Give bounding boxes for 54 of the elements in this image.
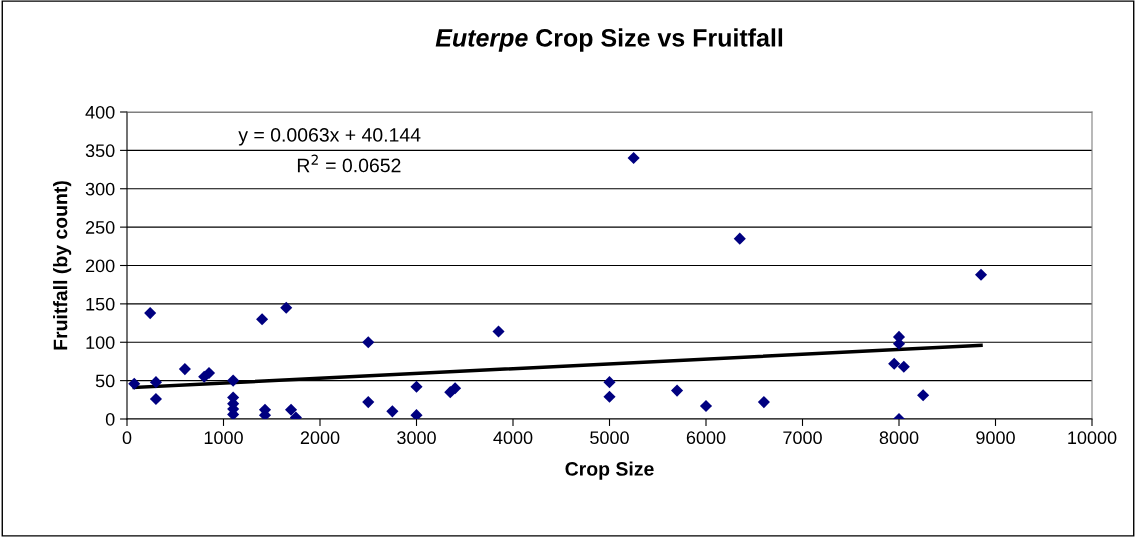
y-tick-label: 350 <box>85 144 115 158</box>
point <box>410 409 423 419</box>
y-tick-label: 300 <box>85 182 115 196</box>
x-tick-label: 10000 <box>1068 431 1117 445</box>
point <box>386 405 399 418</box>
annotation: R$^{2}$ = 0.0652 <box>297 154 401 173</box>
y-tick-label: 100 <box>86 336 115 349</box>
point <box>892 330 906 343</box>
point <box>603 376 616 389</box>
point <box>149 376 162 389</box>
x-tick-label: 4000 <box>493 431 533 445</box>
point <box>974 268 988 281</box>
y-tick-label: 400 <box>85 105 115 119</box>
point <box>227 374 240 387</box>
point <box>256 313 269 326</box>
x-tick-label: 8000 <box>879 431 919 445</box>
point <box>280 301 293 314</box>
y-tick-label: 0 <box>105 412 115 426</box>
point <box>178 363 191 376</box>
point <box>671 384 684 397</box>
y-tick-label: 50 <box>95 374 115 388</box>
y-tick-label: 200 <box>85 259 115 273</box>
point <box>888 357 901 370</box>
point <box>202 366 216 379</box>
x-tick-label: 0 <box>122 431 132 445</box>
chart-title: Euterpe Crop Size vs Fruitfall <box>435 28 783 52</box>
point <box>285 403 298 416</box>
x-tick-label: 7000 <box>783 431 822 445</box>
point <box>362 396 375 409</box>
y-tick-label: 250 <box>85 221 115 234</box>
annotation: y = 0.0063x + 40.144 <box>238 128 421 146</box>
point <box>699 399 713 413</box>
x-tick-label: 6000 <box>686 431 726 445</box>
point <box>362 336 375 349</box>
x-tick-label: 9000 <box>976 431 1015 445</box>
point <box>897 360 910 373</box>
y-tick-label: 150 <box>86 297 115 311</box>
point <box>128 377 141 390</box>
point <box>733 232 746 245</box>
point <box>449 382 462 395</box>
point <box>603 390 616 403</box>
point <box>410 380 423 393</box>
y-axis-title: Fruitfall (by count) <box>53 181 72 350</box>
point <box>492 325 505 338</box>
point <box>627 152 640 165</box>
x-axis-title: Crop Size <box>565 461 654 480</box>
point <box>144 307 157 320</box>
point <box>917 389 930 402</box>
x-tick-label: 2000 <box>300 431 340 445</box>
point <box>149 392 162 406</box>
x-tick-label: 3000 <box>397 431 436 445</box>
x-tick-label: 5000 <box>590 431 629 445</box>
point <box>757 396 770 409</box>
x-tick-label: 1000 <box>204 431 243 445</box>
